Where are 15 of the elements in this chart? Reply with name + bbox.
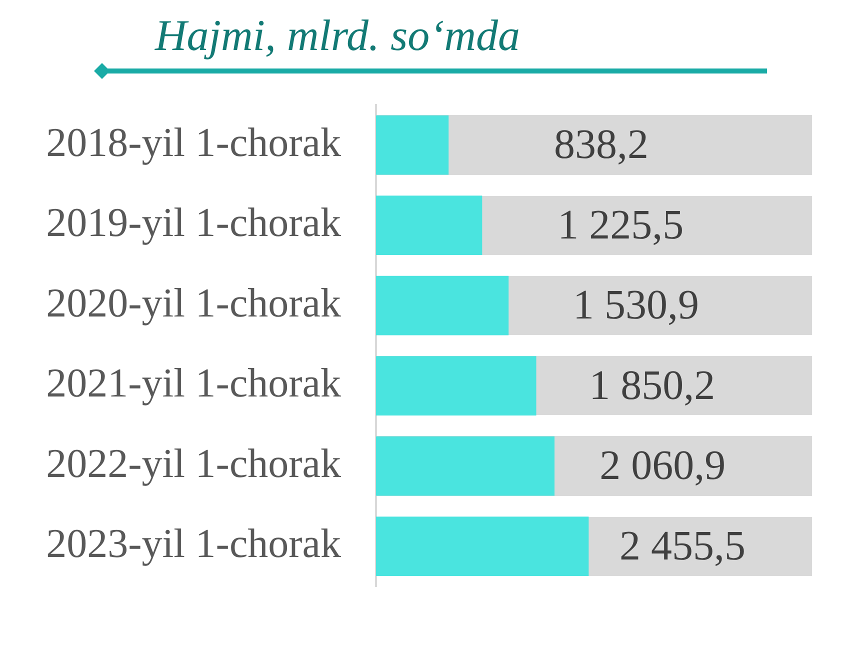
- data-label: 2 455,5: [619, 523, 746, 570]
- data-label: 838,2: [554, 122, 648, 168]
- bar: [376, 196, 482, 256]
- y-tick-label: 2018-yil 1-chorak: [46, 118, 342, 165]
- chart-title: Hajmi, mlrd. so‘mda: [155, 11, 520, 60]
- y-tick-label: 2022-yil 1-chorak: [46, 440, 342, 486]
- y-tick-label: 2019-yil 1-chorak: [46, 199, 342, 246]
- data-label: 1 225,5: [558, 202, 684, 248]
- y-tick-label: 2020-yil 1-chorak: [46, 279, 342, 326]
- bar: [376, 115, 449, 175]
- data-label: 1 850,2: [589, 362, 716, 409]
- data-label: 1 530,9: [573, 282, 700, 329]
- y-tick-label: 2023-yil 1-chorak: [46, 520, 342, 566]
- data-label: 2 060,9: [600, 443, 726, 490]
- y-tick-label: 2021-yil 1-chorak: [46, 360, 342, 406]
